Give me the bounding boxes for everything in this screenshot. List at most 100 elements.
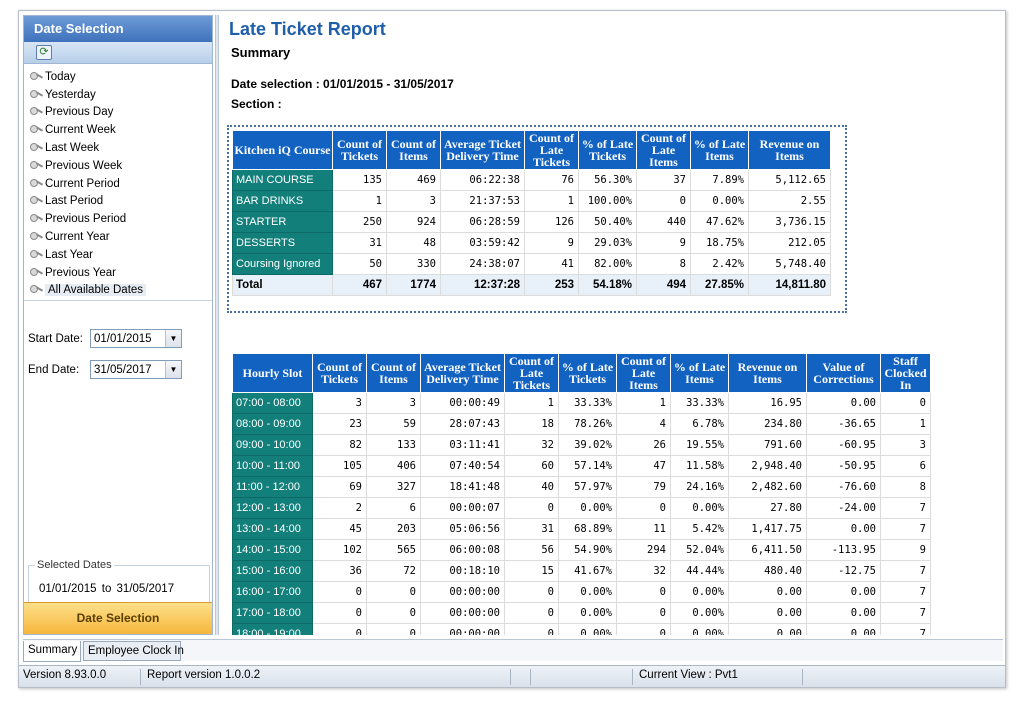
date-option-label[interactable]: Previous Year (45, 266, 116, 279)
key-icon (30, 106, 44, 118)
table-cell: 07:40:54 (420, 455, 505, 477)
table-cell: 06:28:59 (440, 211, 525, 233)
hourly-table-column-header: Count of Tickets (312, 353, 367, 393)
date-option-label[interactable]: Last Year (45, 248, 93, 261)
row-label-cell: BAR DRINKS (232, 190, 333, 212)
end-date-picker[interactable]: 31/05/2017 ▼ (90, 360, 182, 379)
row-label-cell: 07:00 - 08:00 (232, 392, 313, 414)
date-option-label[interactable]: Current Period (45, 177, 120, 190)
table-cell: 1 (504, 392, 559, 414)
table-cell: 48 (386, 232, 441, 254)
table-cell: 5,748.40 (748, 253, 831, 275)
date-option-item[interactable]: Last Week (24, 139, 212, 157)
table-cell: 105 (312, 455, 367, 477)
table-cell: 32 (616, 560, 671, 582)
table-row: 16:00 - 17:00 0 0 00:00:00 0 0.00% 0 0.00% 0.00 0… (232, 581, 931, 603)
table-cell: 56 (504, 539, 559, 561)
date-option-label[interactable]: Previous Day (45, 106, 114, 119)
row-label-cell: 13:00 - 14:00 (232, 518, 313, 540)
table-cell: 924 (386, 211, 441, 233)
chevron-down-icon[interactable]: ▼ (165, 361, 181, 378)
table-cell: 0.00 (728, 602, 807, 624)
date-option-label[interactable]: Previous Week (45, 159, 123, 172)
date-option-label[interactable]: Yesterday (45, 88, 96, 101)
table-cell: 44.44% (670, 560, 729, 582)
row-label-cell: 12:00 - 13:00 (232, 497, 313, 519)
date-option-list: Today Yesterday Previous Day Current Week La… (24, 64, 212, 301)
date-option-item[interactable]: Last Year (24, 246, 212, 264)
date-option-label[interactable]: Last Week (45, 142, 100, 155)
date-option-item[interactable]: Last Period (24, 193, 212, 211)
table-cell: 469 (386, 169, 441, 191)
date-option-label[interactable]: Last Period (45, 195, 104, 208)
row-label-cell: 16:00 - 17:00 (232, 581, 313, 603)
table-row: 15:00 - 16:00 36 72 00:18:10 15 41.67% 32 44.44… (232, 560, 931, 582)
date-option-item[interactable]: All Available Dates (24, 282, 212, 300)
table-row: 10:00 - 11:00 105 406 07:40:54 60 57.14% 47 11.… (232, 455, 931, 477)
table-cell: 494 (636, 274, 691, 296)
start-date-value[interactable]: 01/01/2015 (94, 332, 152, 345)
start-date-picker[interactable]: 01/01/2015 ▼ (90, 329, 182, 348)
table-cell: 29.03% (578, 232, 637, 254)
key-icon (30, 195, 44, 207)
table-cell: 3 (366, 392, 421, 414)
table-cell: 330 (386, 253, 441, 275)
row-label-cell: MAIN COURSE (232, 169, 333, 191)
date-option-item[interactable]: Previous Period (24, 210, 212, 228)
date-option-label[interactable]: Previous Period (45, 213, 127, 226)
table-cell: 0 (504, 602, 559, 624)
tab-employee-clock-in[interactable]: Employee Clock In (83, 641, 184, 661)
panel-splitter[interactable] (215, 15, 219, 635)
date-option-label[interactable]: All Available Dates (45, 284, 147, 297)
table-row: DESSERTS 31 48 03:59:42 9 29.03% 9 18.75% 212.05 (232, 232, 831, 254)
table-cell: 406 (366, 455, 421, 477)
table-cell: 3 (312, 392, 367, 414)
date-option-label[interactable]: Current Year (45, 231, 110, 244)
table-cell: 0.00% (690, 190, 749, 212)
table-cell: -36.65 (806, 413, 881, 435)
chevron-down-icon[interactable]: ▼ (165, 330, 181, 347)
key-icon (30, 284, 44, 296)
tab-strip: Summary Employee Clock In (23, 639, 1003, 662)
date-option-item[interactable]: Current Year (24, 228, 212, 246)
date-option-item[interactable]: Current Period (24, 175, 212, 193)
table-cell: 15 (504, 560, 559, 582)
date-option-item[interactable]: Current Week (24, 121, 212, 139)
table-cell: 327 (366, 476, 421, 498)
refresh-icon[interactable]: ⟳ (36, 45, 52, 60)
date-option-item[interactable]: Previous Year (24, 264, 212, 282)
row-label-cell: 15:00 - 16:00 (232, 560, 313, 582)
table-cell: 0 (366, 623, 421, 635)
key-icon (30, 71, 44, 83)
course-table-column-header: % of Late Tickets (578, 130, 637, 170)
date-option-item[interactable]: Previous Day (24, 104, 212, 122)
report-view: Late Ticket Report Summary Date selectio… (223, 15, 1003, 635)
row-label-cell: 18:00 - 19:00 (232, 623, 313, 635)
date-option-item[interactable]: Today (24, 68, 212, 86)
table-cell: 5.42% (670, 518, 729, 540)
course-table-column-header: % of Late Items (690, 130, 749, 170)
date-option-label[interactable]: Today (45, 70, 76, 83)
end-date-row: End Date: 31/05/2017 ▼ (28, 360, 182, 379)
table-cell: 0.00 (728, 623, 807, 635)
table-row: 14:00 - 15:00 102 565 06:00:08 56 54.90% 294 52… (232, 539, 931, 561)
table-cell: 18.75% (690, 232, 749, 254)
tab-summary[interactable]: Summary (23, 641, 81, 662)
table-row: 17:00 - 18:00 0 0 00:00:00 0 0.00% 0 0.00% 0.00 0… (232, 602, 931, 624)
table-cell: 7.89% (690, 169, 749, 191)
key-icon (30, 213, 44, 225)
table-cell: 2,948.40 (728, 455, 807, 477)
table-cell: 2,482.60 (728, 476, 807, 498)
table-cell: 00:00:00 (420, 581, 505, 603)
table-row: 07:00 - 08:00 3 3 00:00:49 1 33.33% 1 33.33% 16.… (232, 392, 931, 414)
end-date-value[interactable]: 31/05/2017 (94, 363, 152, 376)
row-label-cell: 09:00 - 10:00 (232, 434, 313, 456)
table-cell: 0.00 (806, 581, 881, 603)
report-title: Late Ticket Report (229, 19, 386, 39)
date-option-item[interactable]: Previous Week (24, 157, 212, 175)
date-selection-button[interactable]: Date Selection (24, 602, 212, 634)
row-label-cell: 11:00 - 12:00 (232, 476, 313, 498)
date-option-label[interactable]: Current Week (45, 124, 116, 137)
table-cell: 7 (880, 560, 931, 582)
date-option-item[interactable]: Yesterday (24, 86, 212, 104)
